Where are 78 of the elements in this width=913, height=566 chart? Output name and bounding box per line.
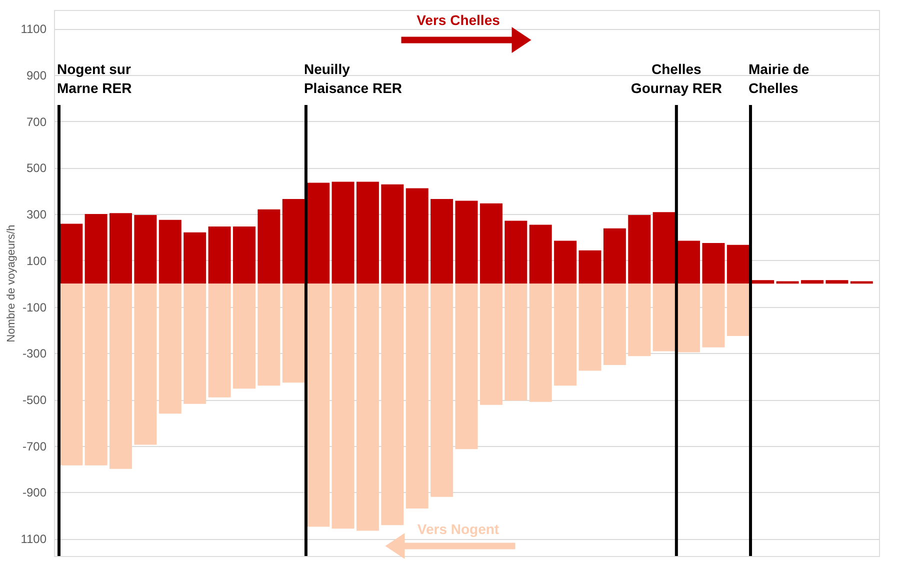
bar (332, 284, 354, 529)
bar (184, 232, 206, 284)
bar (826, 280, 848, 284)
bar (504, 220, 528, 284)
bar (406, 284, 428, 508)
y-tick-label: -300 (22, 346, 47, 361)
bar (134, 214, 157, 284)
y-tick-label: -900 (22, 486, 47, 500)
bar (628, 214, 651, 284)
bar (529, 284, 552, 402)
bar (282, 284, 305, 383)
bar (158, 284, 182, 414)
bar (356, 182, 379, 284)
bar (726, 284, 750, 336)
bar (406, 188, 428, 284)
bar (702, 243, 725, 284)
bar (578, 250, 602, 284)
bar (208, 226, 231, 284)
bar (258, 284, 280, 386)
y-tick-label: 900 (26, 68, 47, 82)
bar (307, 182, 330, 284)
bar (381, 284, 404, 526)
bar (60, 284, 83, 466)
series-label: Vers Nogent (417, 521, 500, 537)
bar (134, 284, 157, 445)
bar (726, 244, 750, 284)
bar (652, 212, 676, 284)
annotation: Nogent sur Marne RER (57, 61, 132, 96)
bar (109, 284, 132, 469)
annotation: Chelles Gournay RER (630, 61, 722, 96)
bar (356, 284, 379, 531)
bar (554, 240, 577, 284)
bar (430, 284, 454, 497)
bar (184, 284, 206, 404)
bar (752, 280, 774, 284)
bar (232, 284, 256, 389)
bar (603, 284, 626, 365)
bar (578, 284, 602, 371)
bar (628, 284, 651, 356)
bar (258, 209, 280, 284)
y-tick-label: 700 (26, 114, 47, 129)
bar (84, 284, 108, 466)
y-tick-label: 100 (26, 254, 47, 268)
y-tick-label: 300 (26, 208, 47, 222)
y-axis-title: Nombre de voyageurs/h (6, 224, 18, 342)
bar (455, 284, 478, 450)
bar (529, 224, 552, 284)
y-tick-label: 1100 (20, 22, 47, 36)
bar (554, 284, 577, 386)
bar (158, 220, 182, 284)
bar (702, 284, 725, 348)
annotation: Neuilly Plaisance RER (304, 61, 402, 96)
bar (208, 284, 231, 398)
bar (109, 213, 132, 284)
bar (332, 182, 354, 284)
bar (678, 284, 700, 352)
bar (381, 184, 404, 284)
annotation: Mairie de Chelles (748, 61, 810, 96)
y-tick-label: -100 (22, 300, 47, 314)
bar (232, 226, 256, 284)
bar (455, 200, 478, 284)
bar (480, 284, 502, 405)
y-tick-label: -500 (22, 393, 47, 408)
bar (60, 224, 83, 284)
bar (84, 214, 108, 284)
bar (430, 198, 454, 284)
y-tick-label: 1100 (20, 532, 47, 546)
bar (504, 284, 528, 401)
text: Vers Chelles (416, 12, 500, 28)
bar (678, 240, 700, 284)
bar (282, 198, 305, 284)
y-tick-label: 500 (26, 161, 47, 176)
bar (480, 203, 502, 284)
y-tick-label: -700 (22, 439, 47, 454)
bar (603, 228, 626, 284)
bar (307, 284, 330, 527)
bar (652, 284, 676, 352)
bar (801, 280, 824, 284)
